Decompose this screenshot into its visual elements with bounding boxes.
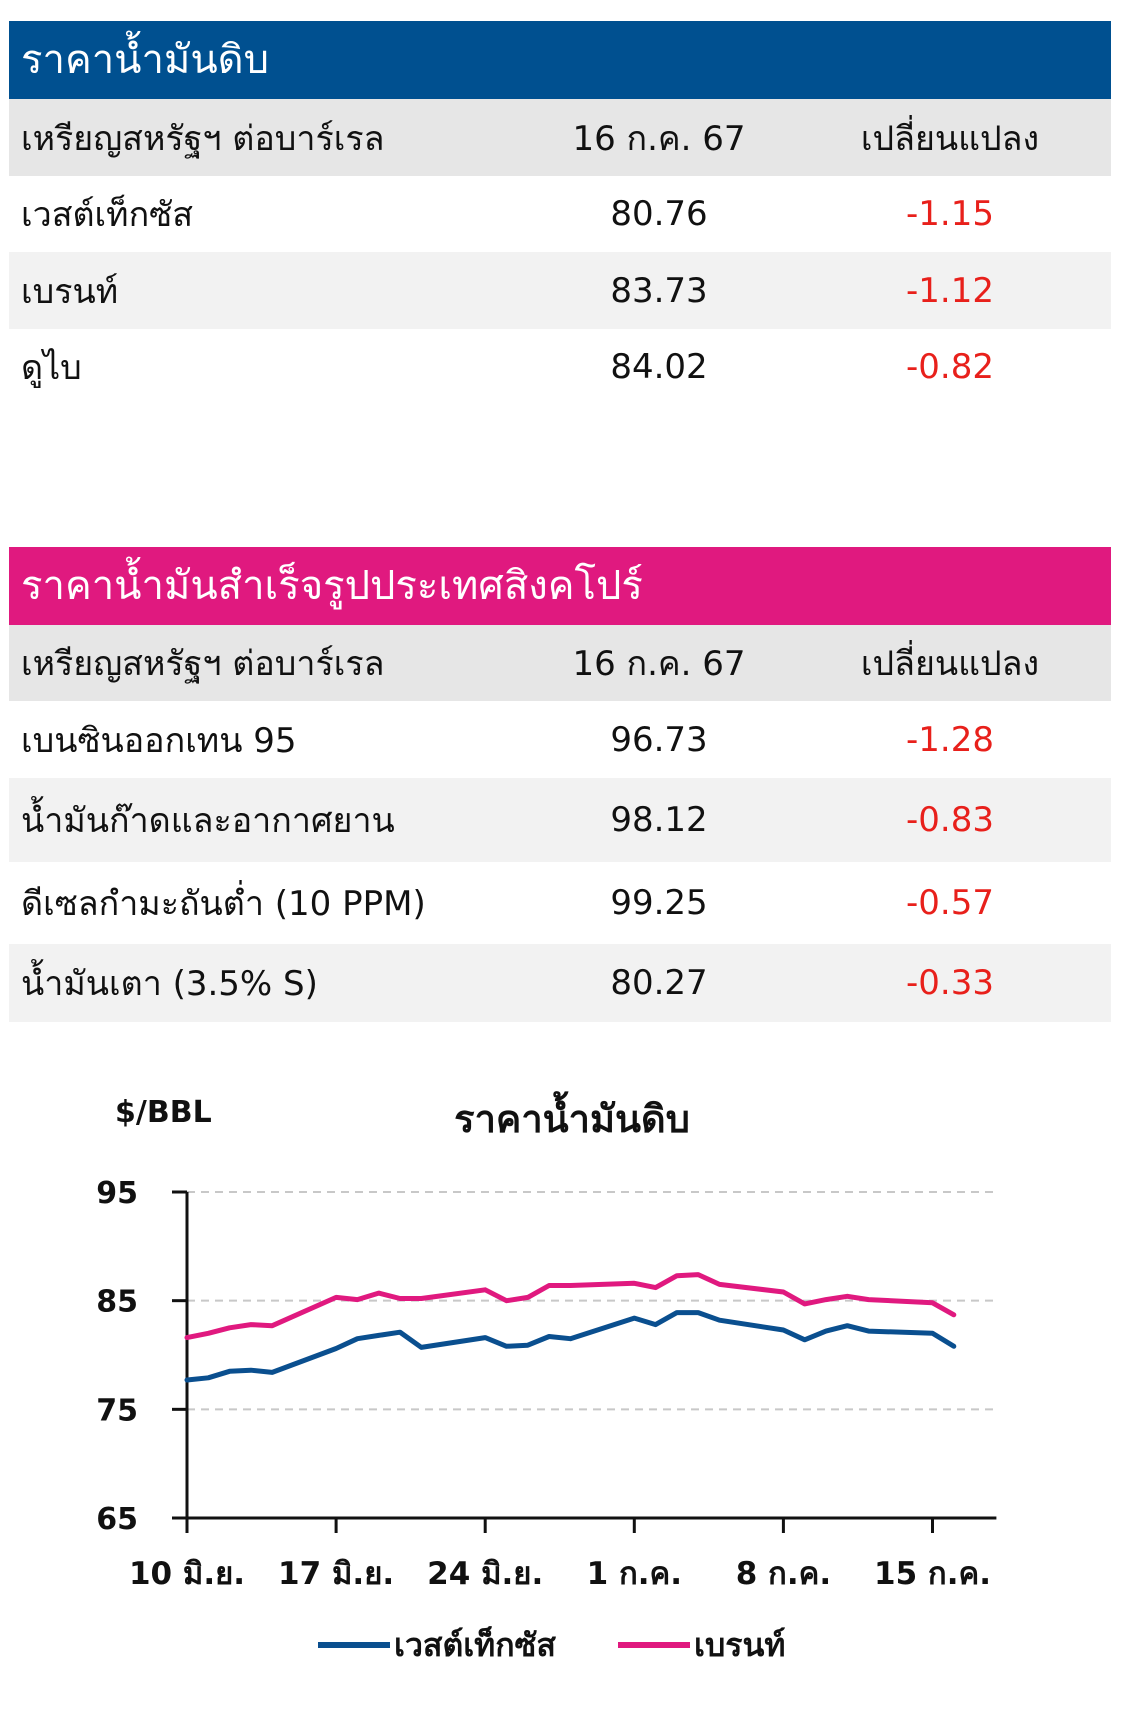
change-value: -1.15 xyxy=(906,194,994,234)
table-row: เบรนท์ 83.73 -1.12 xyxy=(9,252,1111,329)
price-value: 99.25 xyxy=(610,883,708,923)
product-name: ดีเซลกำมะถันต่ำ (10 PPM) xyxy=(21,884,426,924)
price-value: 98.12 xyxy=(610,800,708,840)
unit-header: เหรียญสหรัฐฯ ต่อบาร์เรล xyxy=(21,644,385,684)
unit-header: เหรียญสหรัฐฯ ต่อบาร์เรล xyxy=(21,118,385,159)
change-value: -0.83 xyxy=(906,800,994,840)
y-axis: 95 85 75 65 xyxy=(96,1176,189,1537)
y-tick-label: 65 xyxy=(96,1502,138,1537)
table-row: เบนซินออกเทน 95 96.73 -1.28 xyxy=(9,701,1111,778)
legend-label-brent: เบรนท์ xyxy=(694,1626,785,1664)
x-tick-label: 10 มิ.ย. xyxy=(129,1556,245,1592)
table-row: เวสต์เท็กซัส 80.76 -1.15 xyxy=(9,176,1111,252)
product-name: เวสต์เท็กซัส xyxy=(21,195,193,235)
series-lines xyxy=(184,1272,957,1383)
date-header: 16 ก.ค. 67 xyxy=(572,118,746,159)
table-row: น้ำมันก๊าดและอากาศยาน 98.12 -0.83 xyxy=(9,778,1111,862)
legend-label-wti: เวสต์เท็กซัส xyxy=(394,1625,556,1664)
product-name: เบนซินออกเทน 95 xyxy=(21,720,297,761)
crude-oil-chart: $/BBL ราคาน้ำมันดิบ 95 85 75 65 10 มิ.ย. 17 … xyxy=(96,1091,997,1664)
price-value: 83.73 xyxy=(610,270,708,311)
price-value: 96.73 xyxy=(610,719,708,760)
crude-oil-table: ราคาน้ำมันดิบ เหรียญสหรัฐฯ ต่อบาร์เรล 16… xyxy=(9,21,1111,405)
table-row: ดูไบ 84.02 -0.82 xyxy=(9,329,1111,405)
price-value: 80.76 xyxy=(610,194,708,234)
crude-oil-title: ราคาน้ำมันดิบ xyxy=(9,21,1111,99)
x-tick-label: 15 ก.ค. xyxy=(874,1556,991,1592)
refined-header-row: เหรียญสหรัฐฯ ต่อบาร์เรล 16 ก.ค. 67 เปลี่… xyxy=(9,625,1111,701)
refined-oil-table: ราคาน้ำมันสำเร็จรูปประเทศสิงคโปร์ เหรียญ… xyxy=(9,547,1111,1022)
brent-line xyxy=(184,1272,957,1341)
change-value: -0.33 xyxy=(906,963,994,1003)
change-header: เปลี่ยนแปลง xyxy=(860,644,1040,684)
table-row: ดีเซลกำมะถันต่ำ (10 PPM) 99.25 -0.57 xyxy=(9,862,1111,944)
product-name: ดูไบ xyxy=(21,348,82,388)
legend: เวสต์เท็กซัส เบรนท์ xyxy=(318,1625,785,1664)
change-value: -1.12 xyxy=(906,270,994,311)
x-tick-label: 17 มิ.ย. xyxy=(278,1556,394,1592)
x-tick-label: 1 ก.ค. xyxy=(587,1556,682,1592)
change-value: -0.82 xyxy=(906,347,994,387)
table-row: น้ำมันเตา (3.5% S) 80.27 -0.33 xyxy=(9,944,1111,1022)
y-tick-label: 75 xyxy=(96,1393,138,1428)
change-header: เปลี่ยนแปลง xyxy=(860,118,1040,159)
product-name: น้ำมันเตา (3.5% S) xyxy=(21,964,318,1004)
change-value: -0.57 xyxy=(906,883,994,923)
product-name: น้ำมันก๊าดและอากาศยาน xyxy=(21,801,395,841)
date-header: 16 ก.ค. 67 xyxy=(572,644,746,684)
change-value: -1.28 xyxy=(906,719,994,760)
y-tick-label: 95 xyxy=(96,1176,138,1211)
crude-header-row: เหรียญสหรัฐฯ ต่อบาร์เรล 16 ก.ค. 67 เปลี่… xyxy=(9,99,1111,176)
chart-title: ราคาน้ำมันดิบ xyxy=(454,1091,690,1141)
y-axis-label: $/BBL xyxy=(115,1095,212,1130)
product-name: เบรนท์ xyxy=(21,271,119,312)
price-value: 80.27 xyxy=(610,963,708,1003)
x-axis: 10 มิ.ย. 17 มิ.ย. 24 มิ.ย. 1 ก.ค. 8 ก.ค. 15 ก… xyxy=(129,1516,997,1592)
refined-oil-title: ราคาน้ำมันสำเร็จรูปประเทศสิงคโปร์ xyxy=(9,547,1111,625)
price-value: 84.02 xyxy=(610,347,708,387)
y-tick-label: 85 xyxy=(96,1285,138,1320)
wti-line xyxy=(184,1310,957,1383)
x-tick-label: 8 ก.ค. xyxy=(736,1556,831,1592)
x-tick-label: 24 มิ.ย. xyxy=(427,1556,543,1592)
